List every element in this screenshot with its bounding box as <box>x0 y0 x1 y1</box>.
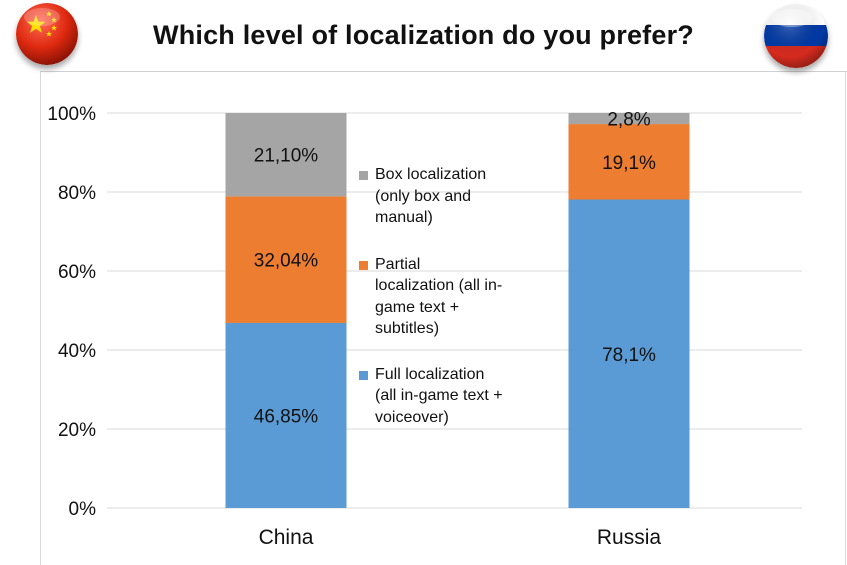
chart-title: Which level of localization do you prefe… <box>153 20 694 50</box>
russia-flag-graphic <box>764 4 828 68</box>
russia-flag-icon <box>764 4 828 68</box>
legend-swatch-partial <box>359 260 368 270</box>
plot-frame <box>40 71 846 565</box>
y-tick-label: 100% <box>47 104 96 125</box>
bar-segment-full-russia <box>568 199 690 508</box>
y-tick-label: 60% <box>58 262 96 283</box>
category-label-russia: Russia <box>597 526 662 549</box>
bar-segment-full-china <box>225 322 347 508</box>
title-divider <box>40 71 847 72</box>
legend-swatch-box <box>359 171 368 180</box>
data-label-box-russia: 2,8% <box>607 110 650 131</box>
data-label-full-russia: 78,1% <box>602 345 656 366</box>
china-flag-icon <box>16 3 78 65</box>
legend-item-full: Full localization (all in-game text + vo… <box>357 364 547 429</box>
china-flag-graphic <box>16 3 78 65</box>
bar-segment-box-china <box>225 113 347 197</box>
data-labels: 46,85% 32,04% 21,10% 78,1% 19,1% 2,8% <box>254 110 656 428</box>
y-tick-label: 20% <box>58 420 96 441</box>
legend-item-partial: Partial localization (all in- game text … <box>357 254 547 340</box>
bar-segment-partial-russia <box>568 124 690 200</box>
legend-label-full: Full localization (all in-game text + vo… <box>375 365 503 426</box>
y-tick-label: 0% <box>69 499 97 520</box>
y-axis-ticks: 0% 20% 40% 60% 80% 100% <box>47 104 96 520</box>
bar-segment-box-russia <box>568 113 690 125</box>
legend-label-partial: Partial localization (all in- game text … <box>375 255 503 338</box>
y-tick-label: 40% <box>58 341 96 362</box>
legend-item-box: Box localization (only box and manual) <box>357 164 547 229</box>
data-label-partial-china: 32,04% <box>254 251 319 272</box>
data-label-box-china: 21,10% <box>254 146 319 167</box>
x-axis-categories: China Russia <box>259 526 662 549</box>
category-label-china: China <box>259 526 314 549</box>
bar-segment-partial-china <box>225 196 347 323</box>
legend-label-box: Box localization (only box and manual) <box>375 166 487 226</box>
data-label-partial-russia: 19,1% <box>602 153 656 174</box>
legend: Box localization (only box and manual) P… <box>357 164 547 428</box>
data-label-full-china: 46,85% <box>254 406 319 427</box>
y-tick-label: 80% <box>58 183 96 204</box>
legend-swatch-full <box>359 370 368 380</box>
bars <box>225 113 690 508</box>
